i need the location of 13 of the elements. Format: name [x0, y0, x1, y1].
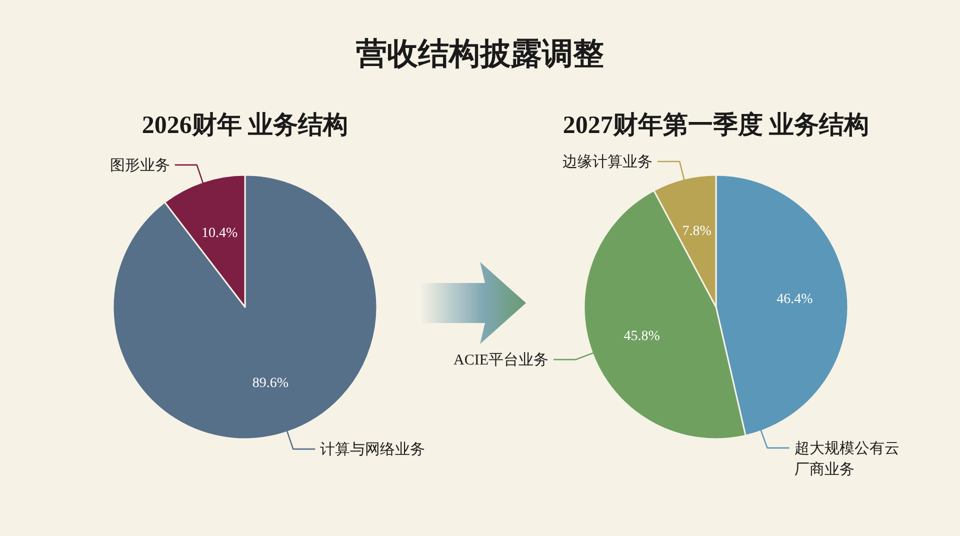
chart-title: 2027财年第一季度 业务结构 [562, 111, 870, 139]
slice-label: 超大规模公有云厂商业务 [794, 440, 900, 478]
chart-title: 2026财年 业务结构 [142, 111, 348, 139]
slice-label: 图形业务 [110, 156, 170, 174]
slice-label: ACIE平台业务 [454, 352, 549, 369]
data-label: 89.6% [252, 376, 289, 392]
text: 营收结构披露调整 [356, 36, 604, 71]
data-label: 45.8% [624, 328, 660, 344]
data-label: 10.4% [201, 226, 238, 241]
data-label: 7.8% [682, 224, 712, 240]
slice-label: 边缘计算业务 [562, 153, 653, 170]
slice-label: 计算与网络业务 [320, 441, 426, 458]
data-label: 46.4% [776, 292, 814, 308]
